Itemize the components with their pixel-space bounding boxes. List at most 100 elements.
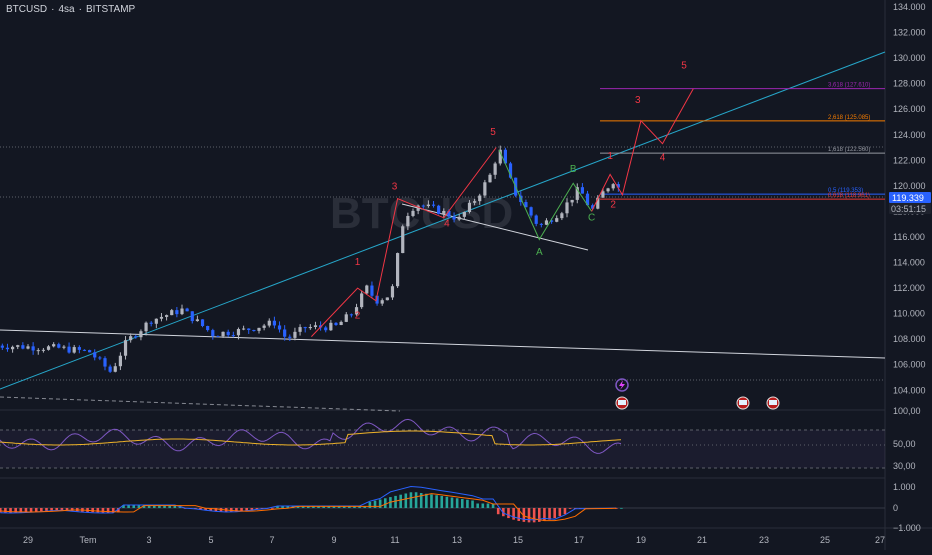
- price-tick-label: 104.000: [893, 385, 926, 395]
- us-flag-icon[interactable]: [766, 396, 780, 410]
- macd-histogram-bar: [373, 500, 377, 508]
- candle-body: [0, 345, 4, 348]
- rsi-band: [0, 430, 885, 468]
- candle-body: [493, 163, 497, 175]
- macd-histogram-bar: [337, 506, 341, 508]
- candle-body: [524, 202, 528, 208]
- candle-body: [534, 215, 538, 224]
- candle-body: [370, 285, 374, 296]
- wave-label: 4: [660, 152, 666, 163]
- symbol-header[interactable]: BTCUSD · 4sa · BITSTAMP: [6, 4, 139, 15]
- symbol-name: BTCUSD: [6, 4, 48, 15]
- macd-histogram-bar: [55, 508, 59, 510]
- candle-body: [344, 314, 348, 322]
- candle-body: [401, 226, 405, 254]
- exchange-name: BITSTAMP: [85, 4, 136, 15]
- candle-body: [406, 215, 410, 227]
- candle-body: [293, 331, 297, 338]
- time-tick-label: 19: [636, 535, 646, 545]
- macd-histogram-bar: [353, 506, 356, 508]
- candle-body: [303, 327, 307, 329]
- time-axis[interactable]: 29 Tem 3 5 7 9 11 13 15 17 19 21 23 25 27: [23, 535, 885, 545]
- candle-body: [57, 344, 61, 348]
- candle-body: [77, 347, 81, 350]
- wave-label: 3: [392, 182, 398, 193]
- candle-body: [5, 347, 10, 350]
- candle-body: [236, 329, 241, 336]
- macd-histogram-bar: [568, 508, 572, 509]
- candle-body: [421, 205, 425, 207]
- candle-body: [462, 212, 466, 217]
- candle-body: [267, 320, 271, 326]
- macd-histogram-bar: [548, 508, 551, 520]
- candle-body: [62, 346, 66, 348]
- macd-histogram-bar: [127, 505, 130, 508]
- macd-histogram-bar: [34, 508, 38, 512]
- macd-histogram-bar: [332, 506, 336, 508]
- candle-body: [550, 220, 554, 222]
- candle-body: [231, 335, 235, 337]
- time-tick-label: 5: [208, 535, 213, 545]
- macd-histogram-bar: [122, 505, 125, 508]
- candle-body: [67, 346, 71, 353]
- candle-body: [611, 184, 615, 189]
- macd-histogram-bar: [117, 508, 120, 513]
- candle-body: [575, 187, 579, 200]
- candle-body: [411, 210, 415, 216]
- macd-histogram-bar: [378, 499, 382, 508]
- candle-body: [93, 352, 97, 358]
- macd-histogram-bar: [425, 493, 428, 508]
- macd-histogram-bar: [563, 508, 567, 515]
- macd-histogram-bar: [527, 508, 531, 523]
- macd-histogram-bar: [214, 508, 218, 512]
- wave-label: 5: [681, 60, 687, 71]
- candle-body: [159, 316, 164, 319]
- macd-histogram-bar: [414, 492, 418, 508]
- candle-body: [339, 321, 343, 326]
- macd-histogram-bar: [532, 508, 536, 523]
- candle-body: [113, 366, 117, 372]
- macd-histogram-bar: [430, 494, 433, 508]
- us-flag-icon[interactable]: [615, 396, 629, 410]
- price-tick-label: 112.000: [893, 283, 925, 293]
- wave-label: C: [588, 212, 595, 223]
- macd-signal-line: [0, 493, 617, 522]
- lightning-icon[interactable]: [615, 378, 629, 392]
- candle-body: [431, 204, 436, 206]
- us-flag-icon[interactable]: [736, 396, 750, 410]
- macd-histogram-bar: [620, 507, 623, 509]
- candle-body: [175, 310, 179, 315]
- candle-body: [591, 205, 595, 209]
- trend-line-rising: [0, 51, 886, 390]
- candle-body: [129, 336, 133, 341]
- macd-histogram-bar: [419, 493, 423, 508]
- event-icons: [615, 378, 780, 410]
- candle-body: [82, 349, 87, 351]
- candle-body: [529, 207, 533, 216]
- time-tick-label: 13: [452, 535, 462, 545]
- macd-histogram-bar: [163, 505, 166, 508]
- macd-histogram-bar: [209, 508, 213, 511]
- elliott-wave-drawing: [311, 88, 694, 337]
- candle-body: [31, 346, 35, 351]
- time-tick-label: 3: [146, 535, 151, 545]
- candle-body: [596, 197, 600, 209]
- candle-body: [385, 297, 389, 301]
- macd-histogram-bar: [491, 503, 495, 508]
- macd-histogram-bar: [543, 508, 546, 521]
- fib-level-label: 0,5 (119.353): [828, 188, 863, 194]
- price-axis[interactable]: 134.000 132.000 130.000 128.000 126.000 124.0…: [893, 2, 926, 533]
- rsi-tick-label: 100,00: [893, 406, 921, 416]
- rsi-tick-label: 50,00: [893, 439, 916, 449]
- macd-histogram-bar: [383, 498, 387, 508]
- macd-histogram-bar: [19, 508, 23, 513]
- macd-histogram-bar: [460, 499, 464, 508]
- macd-histogram-bar: [9, 508, 12, 513]
- macd-histogram-bar: [106, 508, 110, 513]
- fib-level-label: 0,618 (118.961): [828, 193, 870, 199]
- macd-histogram-bar: [276, 506, 279, 508]
- macd-histogram-bar: [301, 506, 305, 508]
- candle-body: [11, 346, 15, 350]
- price-tick-label: 120.000: [893, 181, 926, 191]
- candle-body: [216, 336, 220, 338]
